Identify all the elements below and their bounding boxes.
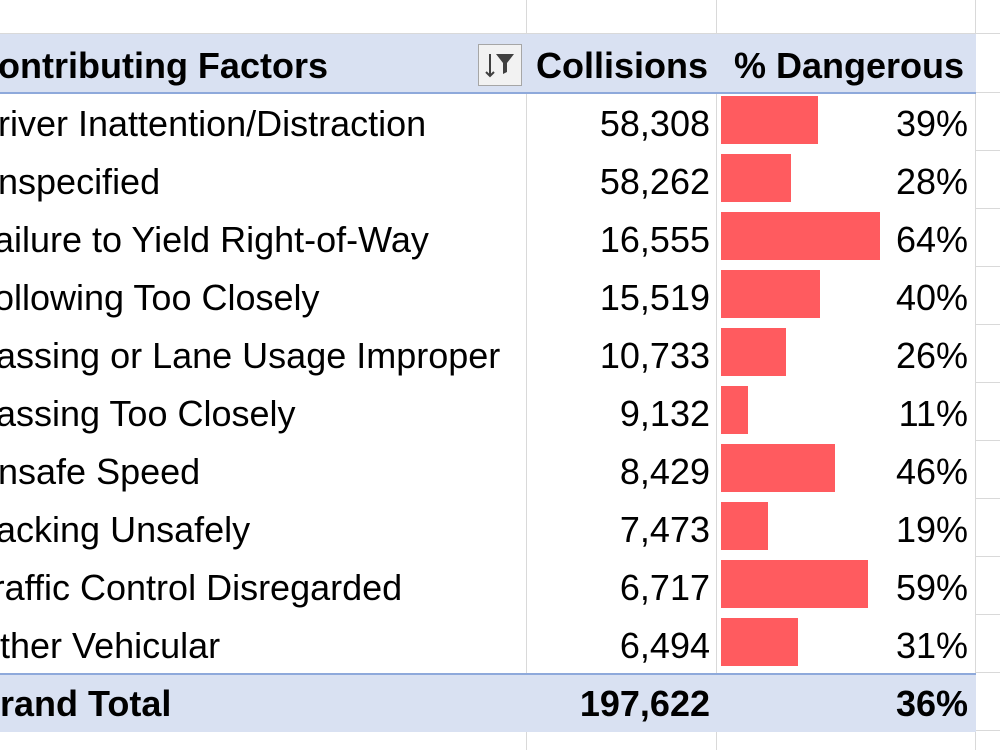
collisions-cell[interactable]: 7,473	[619, 509, 710, 550]
row-gridline	[976, 672, 1000, 673]
collisions-cell[interactable]: 58,262	[599, 161, 710, 202]
dangerous-cell[interactable]: 39%	[895, 103, 968, 144]
row-gridline	[976, 730, 1000, 731]
collisions-cell[interactable]: 10,733	[599, 335, 710, 376]
dangerous-data-bar	[721, 618, 798, 666]
dangerous-cell[interactable]: 26%	[895, 335, 968, 376]
dangerous-data-bar	[721, 270, 820, 318]
dangerous-data-bar	[721, 560, 868, 608]
filter-sort-button[interactable]	[478, 44, 522, 86]
dangerous-data-bar	[721, 212, 880, 260]
factor-cell[interactable]: Following Too Closely	[0, 277, 320, 318]
factor-cell[interactable]: Driver Inattention/Distraction	[0, 103, 427, 144]
collisions-cell[interactable]: 6,494	[619, 625, 710, 666]
factor-cell[interactable]: Passing Too Closely	[0, 393, 296, 434]
dangerous-header[interactable]: % Dangerous	[733, 45, 964, 86]
dangerous-data-bar	[721, 154, 791, 202]
row-gridline	[976, 324, 1000, 325]
row-gridline	[976, 382, 1000, 383]
dangerous-data-bar	[721, 96, 818, 144]
factor-cell[interactable]: Passing or Lane Usage Improper	[0, 335, 501, 376]
grand-total-collisions[interactable]: 197,622	[579, 683, 710, 724]
collisions-cell[interactable]: 9,132	[619, 393, 710, 434]
grand-total-dangerous[interactable]: 36%	[895, 683, 968, 724]
collisions-cell[interactable]: 8,429	[619, 451, 710, 492]
dangerous-cell[interactable]: 11%	[898, 393, 968, 434]
dangerous-data-bar	[721, 502, 768, 550]
dangerous-cell[interactable]: 59%	[895, 567, 968, 608]
row-gridline	[976, 498, 1000, 499]
collisions-cell[interactable]: 58,308	[599, 103, 710, 144]
row-gridline	[0, 33, 1000, 34]
factor-cell[interactable]: Traffic Control Disregarded	[0, 567, 403, 608]
factor-cell[interactable]: Unsafe Speed	[0, 451, 201, 492]
dangerous-cell[interactable]: 46%	[895, 451, 968, 492]
row-gridline	[976, 556, 1000, 557]
dangerous-cell[interactable]: 19%	[895, 509, 968, 550]
factors-header[interactable]: Contributing Factors	[0, 45, 328, 86]
dangerous-cell[interactable]: 31%	[895, 625, 968, 666]
row-gridline	[976, 440, 1000, 441]
dangerous-data-bar	[721, 444, 835, 492]
row-gridline	[976, 150, 1000, 151]
factor-cell[interactable]: Failure to Yield Right-of-Way	[0, 219, 429, 260]
column-gridline	[975, 0, 976, 750]
grand-total-label[interactable]: Grand Total	[0, 683, 172, 724]
grand-total-row	[0, 673, 976, 732]
dangerous-data-bar	[721, 328, 786, 376]
collisions-cell[interactable]: 15,519	[599, 277, 710, 318]
row-gridline	[976, 208, 1000, 209]
factor-cell[interactable]: Unspecified	[0, 161, 161, 202]
collisions-cell[interactable]: 6,717	[619, 567, 710, 608]
filter-sort-icon	[485, 54, 514, 78]
column-gridline	[716, 0, 717, 750]
dangerous-cell[interactable]: 40%	[895, 277, 968, 318]
collisions-cell[interactable]: 16,555	[599, 219, 710, 260]
dangerous-cell[interactable]: 28%	[895, 161, 968, 202]
collisions-header[interactable]: Collisions	[535, 45, 708, 86]
dangerous-cell[interactable]: 64%	[895, 219, 968, 260]
factor-cell[interactable]: Backing Unsafely	[0, 509, 251, 550]
dangerous-data-bar	[721, 386, 748, 434]
factor-cell[interactable]: Other Vehicular	[0, 625, 221, 666]
row-gridline	[976, 614, 1000, 615]
column-gridline	[526, 0, 527, 750]
row-gridline	[976, 92, 1000, 93]
row-gridline	[976, 266, 1000, 267]
